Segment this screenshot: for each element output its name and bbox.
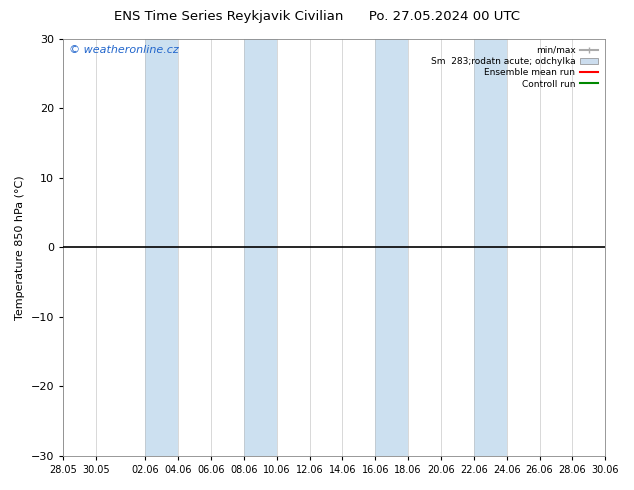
- Bar: [375, 39, 408, 456]
- Bar: [244, 39, 276, 456]
- Bar: [474, 39, 507, 456]
- Legend: min/max, Sm  283;rodatn acute; odchylka, Ensemble mean run, Controll run: min/max, Sm 283;rodatn acute; odchylka, …: [428, 43, 601, 91]
- Y-axis label: Temperature 850 hPa (°C): Temperature 850 hPa (°C): [15, 175, 25, 319]
- Text: ENS Time Series Reykjavik Civilian      Po. 27.05.2024 00 UTC: ENS Time Series Reykjavik Civilian Po. 2…: [114, 10, 520, 23]
- Text: © weatheronline.cz: © weatheronline.cz: [68, 45, 178, 55]
- Bar: [145, 39, 178, 456]
- Bar: [605, 39, 634, 456]
